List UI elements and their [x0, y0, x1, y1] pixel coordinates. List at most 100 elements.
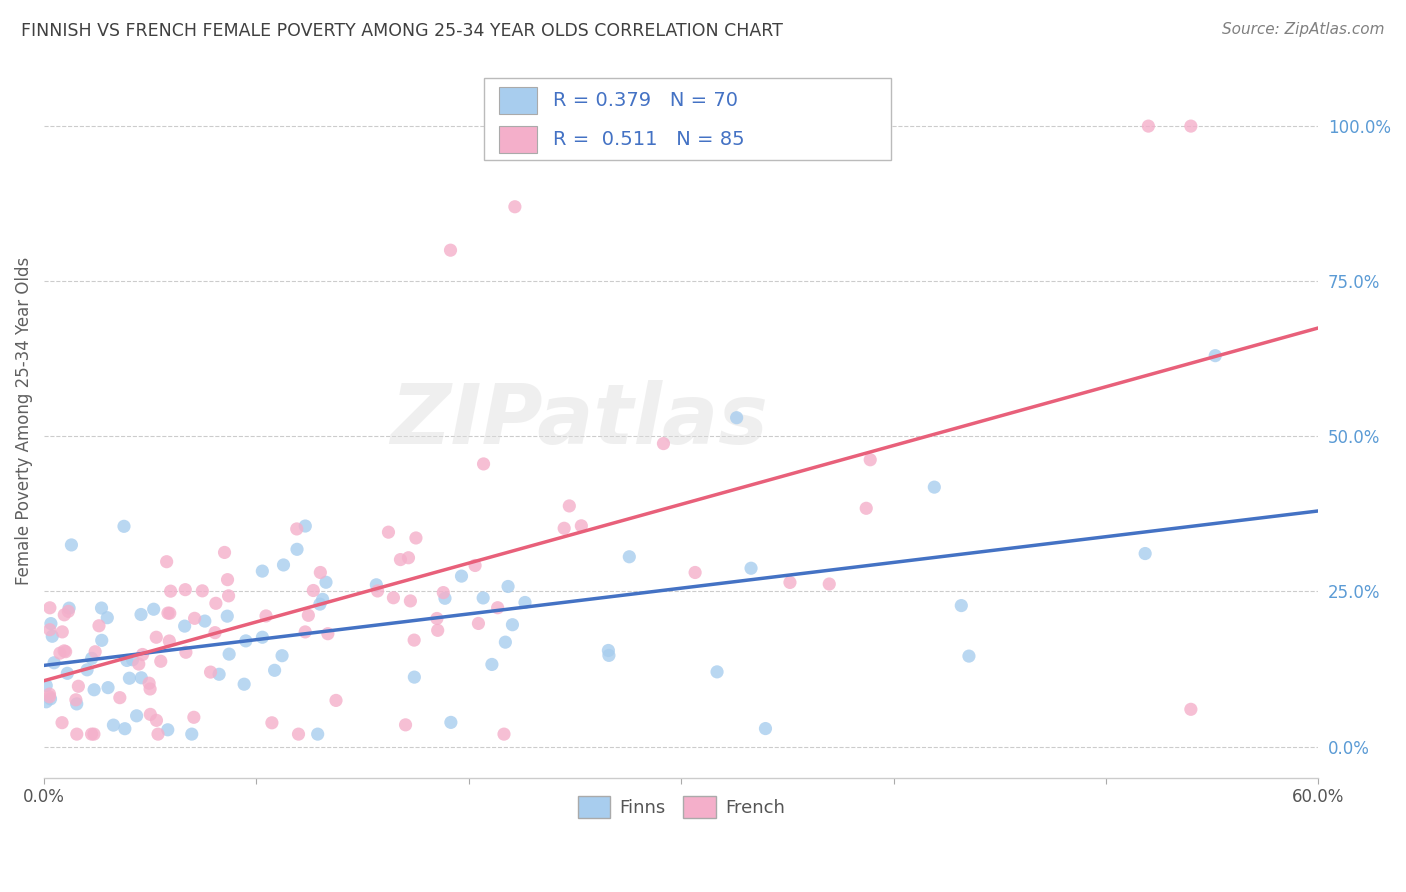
Point	[297, 608, 319, 623]
Point	[159, 606, 181, 620]
Point	[80, 727, 103, 741]
Text: ZIPatlas: ZIPatlas	[391, 380, 768, 461]
Text: R = 0.379   N = 70: R = 0.379 N = 70	[553, 91, 738, 110]
Point	[173, 619, 195, 633]
Point	[311, 592, 333, 607]
Point	[472, 591, 495, 605]
Point	[145, 714, 167, 728]
Point	[302, 583, 325, 598]
Point	[426, 611, 449, 625]
Point	[49, 646, 72, 660]
Point	[56, 666, 79, 681]
Point	[294, 624, 316, 639]
Point	[315, 575, 337, 590]
Point	[39, 691, 62, 706]
Point	[142, 602, 165, 616]
Point	[183, 710, 205, 724]
Point	[273, 558, 295, 572]
Point	[235, 633, 257, 648]
Point	[80, 651, 103, 665]
Point	[725, 410, 748, 425]
Point	[404, 670, 426, 684]
Point	[35, 695, 58, 709]
Point	[260, 715, 283, 730]
Text: FINNISH VS FRENCH FEMALE POVERTY AMONG 25-34 YEAR OLDS CORRELATION CHART: FINNISH VS FRENCH FEMALE POVERTY AMONG 2…	[21, 22, 783, 40]
Point	[38, 623, 60, 637]
Point	[60, 538, 83, 552]
Point	[652, 436, 675, 450]
Point	[139, 681, 162, 696]
Point	[481, 657, 503, 672]
Point	[128, 657, 150, 671]
Point	[252, 630, 274, 644]
Point	[496, 579, 519, 593]
Y-axis label: Female Poverty Among 25-34 Year Olds: Female Poverty Among 25-34 Year Olds	[15, 257, 32, 585]
Point	[309, 566, 332, 580]
Point	[467, 616, 489, 631]
Point	[53, 644, 76, 658]
Point	[191, 583, 214, 598]
Point	[285, 542, 308, 557]
Point	[35, 678, 58, 692]
Point	[90, 633, 112, 648]
Point	[433, 591, 456, 606]
Point	[598, 643, 620, 657]
Point	[501, 617, 523, 632]
Point	[263, 663, 285, 677]
Point	[859, 452, 882, 467]
Point	[377, 525, 399, 540]
Point	[125, 708, 148, 723]
Point	[325, 693, 347, 707]
Point	[205, 596, 228, 610]
Text: R =  0.511   N = 85: R = 0.511 N = 85	[553, 130, 744, 149]
Point	[464, 558, 486, 573]
Point	[208, 667, 231, 681]
Point	[84, 645, 107, 659]
Point	[553, 521, 575, 535]
Point	[159, 584, 181, 599]
Point	[131, 648, 153, 662]
Point	[174, 582, 197, 597]
Point	[217, 573, 239, 587]
Point	[218, 589, 240, 603]
Point	[494, 635, 516, 649]
Point	[254, 609, 277, 624]
Point	[39, 616, 62, 631]
Point	[426, 624, 449, 638]
Point	[439, 243, 461, 257]
FancyBboxPatch shape	[499, 126, 537, 153]
Point	[118, 671, 141, 685]
Point	[38, 600, 60, 615]
Point	[307, 727, 329, 741]
Point	[486, 600, 509, 615]
Point	[112, 519, 135, 533]
Point	[90, 601, 112, 615]
Point	[83, 682, 105, 697]
Point	[38, 690, 60, 704]
Text: Source: ZipAtlas.com: Source: ZipAtlas.com	[1222, 22, 1385, 37]
Point	[271, 648, 294, 663]
Point	[139, 707, 162, 722]
Point	[233, 677, 256, 691]
Point	[97, 681, 120, 695]
Point	[754, 722, 776, 736]
Point	[855, 501, 877, 516]
Point	[146, 727, 169, 741]
Point	[200, 665, 222, 679]
Point	[115, 653, 138, 667]
Point	[58, 601, 80, 615]
Point	[76, 663, 98, 677]
Point	[492, 727, 515, 741]
Point	[149, 654, 172, 668]
Point	[108, 690, 131, 705]
Point	[67, 679, 90, 693]
Point	[818, 577, 841, 591]
Point	[287, 727, 309, 741]
Point	[114, 722, 136, 736]
Point	[1137, 119, 1160, 133]
Point	[382, 591, 405, 605]
Point	[285, 522, 308, 536]
Point	[513, 595, 536, 609]
Point	[51, 715, 73, 730]
Point	[440, 715, 463, 730]
